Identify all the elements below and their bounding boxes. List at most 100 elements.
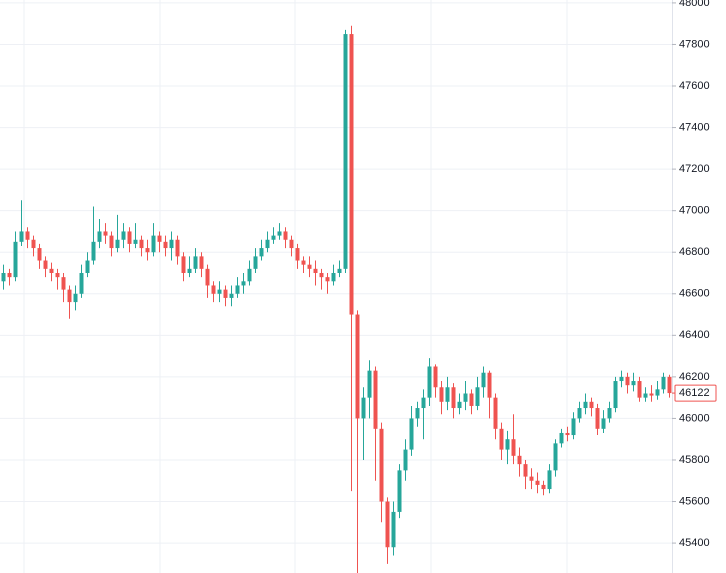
candle [349,25,354,492]
candle [589,397,594,417]
candle [343,29,348,273]
candle-body [163,241,168,249]
candle [313,260,318,286]
candle-body [265,239,270,249]
candle [253,248,258,273]
candle [547,464,552,494]
candle [145,239,150,261]
candle [655,381,660,400]
candle-body [193,256,198,269]
candle-body [241,281,246,286]
candle-body [637,381,642,398]
candle [397,464,402,519]
candle [529,468,534,490]
candle [217,281,222,303]
candle-body [169,239,174,249]
candle-body [325,277,330,282]
candle-body [403,449,408,471]
candle-body [217,289,222,294]
candle [37,243,42,269]
candle-body [613,381,618,409]
candle [265,231,270,253]
candle-body [427,366,432,398]
candle [187,256,192,278]
candle [403,439,408,481]
candle-body [601,418,606,429]
candle-body [157,235,162,242]
candle-body [583,401,588,409]
candle [649,385,654,402]
candle [157,231,162,253]
candle [415,401,420,427]
candle-body [19,231,24,242]
candle [481,366,486,398]
candle [139,235,144,257]
candle [511,414,516,465]
candle-body [37,248,42,261]
candle-body [565,432,570,436]
candle [355,310,360,573]
candle-body [1,272,6,282]
candle [559,428,564,448]
candle-body [13,241,18,278]
candle-body [523,464,528,477]
candle-body [367,370,372,398]
candle-body [559,432,564,444]
candle [67,285,72,319]
candle [271,227,276,244]
candle [487,370,492,419]
candle [421,389,426,440]
last-price-label: 46122 [679,387,710,399]
y-tick-label: 48000 [679,0,710,9]
candle-body [313,268,318,273]
candle-body [625,376,630,386]
candle [535,472,540,494]
y-tick-label: 46600 [679,288,710,300]
candle-body [289,239,294,249]
candle [1,264,6,290]
candle-body [31,239,36,249]
candle-body [211,285,216,294]
candle-body [283,231,288,240]
candle-body [97,231,102,242]
vertical-grid [23,0,568,573]
candle [475,376,480,411]
candle [229,285,234,307]
candle-body [55,272,60,278]
candle-body [205,268,210,286]
candle-body [121,231,126,240]
candle [457,393,462,415]
candle-body [547,470,552,490]
candle [283,227,288,249]
candle-body [25,231,30,240]
candle-body [535,480,540,485]
candle-body [349,34,354,315]
candle [121,223,126,249]
candle-body [421,397,426,409]
candle [97,218,102,249]
candle [439,381,444,415]
candle-body [319,272,324,278]
candle [7,268,12,286]
candle [631,372,636,392]
candle [637,376,642,402]
candle [667,374,672,398]
candle-body [181,256,186,273]
y-tick-label: 46400 [679,329,710,341]
candle [409,405,414,456]
candle-body [379,428,384,502]
candle-body [355,314,360,419]
candle [295,243,300,269]
candle-body [409,418,414,450]
candle [553,439,558,477]
candle [43,256,48,278]
candle-body [271,235,276,240]
candle [379,422,384,523]
candle [277,223,282,240]
candle-body [505,439,510,450]
candle-body [7,272,12,278]
candle-body [631,381,636,386]
candle [565,426,570,442]
candle [583,393,588,415]
candle [19,200,24,246]
